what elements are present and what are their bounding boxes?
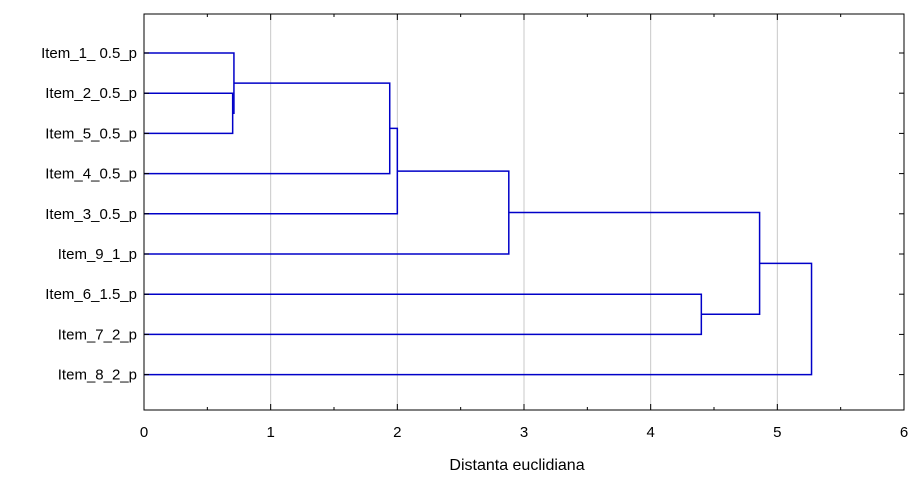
leaf-label: Item_9_1_p xyxy=(58,246,137,263)
dendrogram-link xyxy=(144,52,235,115)
dendrogram-link xyxy=(508,211,761,316)
x-tick-label: 3 xyxy=(520,424,528,441)
leaf-label: Item_8_2_p xyxy=(58,367,137,384)
dendrogram-link xyxy=(144,293,703,336)
dendrogram-link xyxy=(144,92,234,135)
x-tick-label: 2 xyxy=(393,424,401,441)
leaf-label: Item_2_0.5_p xyxy=(45,85,137,102)
x-tick-label: 6 xyxy=(900,424,908,441)
leaf-label: Item_6_1.5_p xyxy=(45,286,137,303)
dendrogram-link xyxy=(144,82,391,175)
x-axis-title: Distanta euclidiana xyxy=(449,457,584,474)
dendrogram-link xyxy=(144,127,399,215)
leaf-label: Item_3_0.5_p xyxy=(45,206,137,223)
x-tick-label: 4 xyxy=(646,424,654,441)
leaf-label: Item_4_0.5_p xyxy=(45,166,137,183)
leaf-label: Item_1_ 0.5_p xyxy=(41,45,137,62)
x-tick-label: 1 xyxy=(266,424,274,441)
ticks-layer xyxy=(143,14,905,410)
dendrogram-link xyxy=(144,170,510,255)
links-layer xyxy=(144,52,813,376)
x-tick-label: 0 xyxy=(140,424,148,441)
tick-labels: 0 1 2 3 4 5 6 xyxy=(140,424,908,441)
leaf-label: Item_7_2_p xyxy=(58,326,137,343)
leaf-label: Item_5_0.5_p xyxy=(45,125,137,142)
x-tick-label: 5 xyxy=(773,424,781,441)
leaf-labels: Item_1_ 0.5_p Item_2_0.5_p Item_5_0.5_p Ite… xyxy=(41,45,137,384)
dendrogram-link xyxy=(144,262,813,376)
